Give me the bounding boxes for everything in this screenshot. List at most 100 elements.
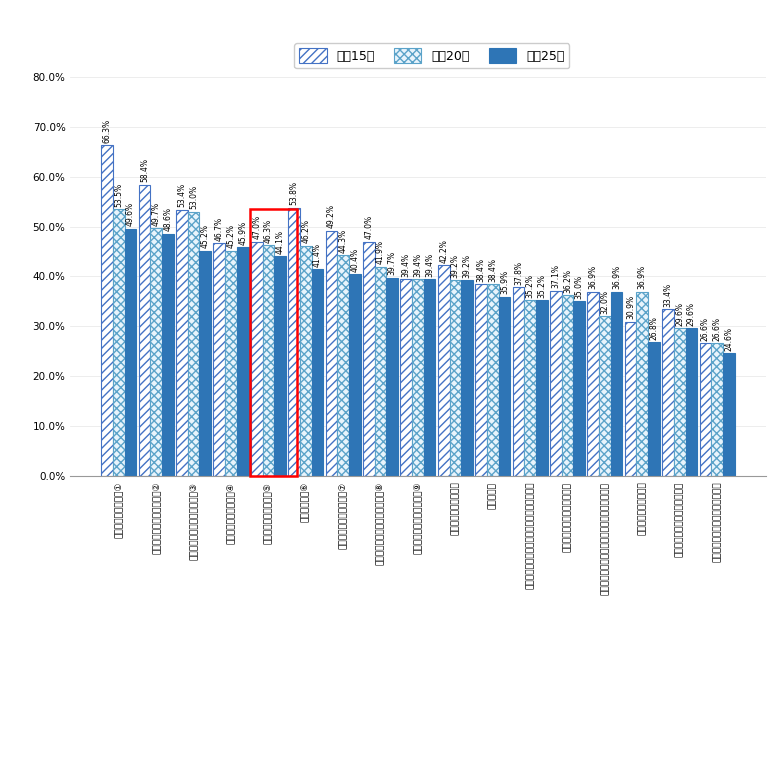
Text: 39.4%: 39.4% (425, 253, 434, 277)
Bar (188, 211, 200, 476)
Text: 39.2%: 39.2% (450, 254, 460, 278)
Bar (262, 245, 274, 476)
Bar (125, 229, 136, 476)
Text: 36.9%: 36.9% (612, 265, 621, 290)
Text: 41.9%: 41.9% (376, 240, 385, 264)
Text: 29.6%: 29.6% (687, 302, 696, 326)
Bar (562, 296, 574, 476)
Text: 66.3%: 66.3% (103, 118, 111, 143)
Text: 49.2%: 49.2% (327, 204, 336, 228)
Bar (550, 291, 562, 476)
Text: 39.4%: 39.4% (402, 253, 411, 277)
Bar (250, 209, 297, 476)
Text: 49.7%: 49.7% (152, 201, 161, 226)
Bar (662, 310, 674, 476)
Text: 39.4%: 39.4% (413, 253, 423, 277)
Bar (674, 329, 686, 476)
Bar (101, 145, 113, 476)
Text: 39.2%: 39.2% (463, 254, 471, 278)
Text: 35.2%: 35.2% (526, 274, 535, 298)
Bar (225, 250, 237, 476)
Bar (611, 292, 622, 476)
Text: 47.0%: 47.0% (365, 215, 373, 239)
Bar (574, 301, 585, 476)
Bar (300, 246, 312, 476)
Bar (113, 209, 125, 476)
Bar (162, 233, 174, 476)
Bar (363, 241, 375, 476)
Bar (237, 247, 248, 476)
Text: 38.4%: 38.4% (488, 258, 497, 282)
Text: 49.6%: 49.6% (126, 202, 135, 226)
Text: 30.9%: 30.9% (626, 295, 635, 319)
Text: 33.4%: 33.4% (663, 283, 673, 307)
Text: 45.2%: 45.2% (227, 224, 235, 248)
Bar (625, 322, 636, 476)
Text: 46.2%: 46.2% (301, 219, 310, 243)
Bar (200, 250, 211, 476)
Bar (487, 284, 498, 476)
Text: 46.3%: 46.3% (264, 218, 273, 243)
Text: 36.2%: 36.2% (563, 269, 572, 293)
Text: 58.4%: 58.4% (140, 158, 149, 182)
Bar (475, 284, 487, 476)
Bar (288, 207, 300, 476)
Text: 26.6%: 26.6% (713, 317, 721, 341)
Text: 47.0%: 47.0% (252, 215, 261, 239)
Bar (686, 329, 697, 476)
Text: 40.4%: 40.4% (351, 248, 359, 272)
Bar (150, 228, 162, 476)
Bar (438, 266, 450, 476)
Bar (412, 280, 424, 476)
Bar (176, 210, 188, 476)
Text: 45.9%: 45.9% (238, 220, 247, 244)
Text: 46.7%: 46.7% (215, 217, 224, 240)
Legend: 平成15年, 平成20年, 平成25年: 平成15年, 平成20年, 平成25年 (294, 43, 570, 68)
Bar (312, 270, 324, 476)
Bar (723, 353, 735, 476)
Text: 53.5%: 53.5% (115, 183, 123, 207)
Text: 53.0%: 53.0% (189, 185, 198, 209)
Bar (274, 256, 286, 476)
Text: 37.1%: 37.1% (551, 264, 560, 289)
Text: 36.9%: 36.9% (589, 265, 598, 290)
Bar (587, 292, 599, 476)
Text: 44.1%: 44.1% (276, 230, 285, 253)
Bar (251, 241, 262, 476)
Bar (400, 280, 412, 476)
Bar (461, 280, 473, 476)
Text: 48.6%: 48.6% (163, 207, 173, 231)
Bar (536, 300, 548, 476)
Text: 36.9%: 36.9% (638, 265, 647, 290)
Text: 37.8%: 37.8% (514, 261, 523, 285)
Bar (524, 300, 536, 476)
Bar (711, 343, 723, 476)
Bar (512, 287, 524, 476)
Bar (648, 343, 659, 476)
Text: 26.8%: 26.8% (649, 316, 659, 340)
Bar (700, 343, 711, 476)
Bar (139, 184, 150, 476)
Bar (337, 255, 349, 476)
Text: 45.2%: 45.2% (200, 224, 210, 248)
Bar (349, 274, 361, 476)
Text: 53.8%: 53.8% (289, 181, 299, 205)
Bar (636, 292, 648, 476)
Bar (498, 297, 510, 476)
Text: 44.3%: 44.3% (339, 228, 348, 253)
Bar (375, 267, 386, 476)
Text: 24.6%: 24.6% (724, 327, 733, 351)
Text: 35.2%: 35.2% (537, 274, 546, 298)
Text: 42.2%: 42.2% (439, 239, 448, 263)
Bar (599, 316, 611, 476)
Bar (424, 280, 436, 476)
Text: 38.4%: 38.4% (477, 258, 485, 282)
Text: 41.4%: 41.4% (313, 243, 322, 267)
Bar (386, 278, 398, 476)
Text: 35.0%: 35.0% (575, 275, 584, 299)
Text: 29.6%: 29.6% (675, 302, 684, 326)
Bar (450, 280, 461, 476)
Text: 26.6%: 26.6% (701, 317, 710, 341)
Bar (326, 230, 337, 476)
Text: 53.4%: 53.4% (177, 183, 187, 207)
